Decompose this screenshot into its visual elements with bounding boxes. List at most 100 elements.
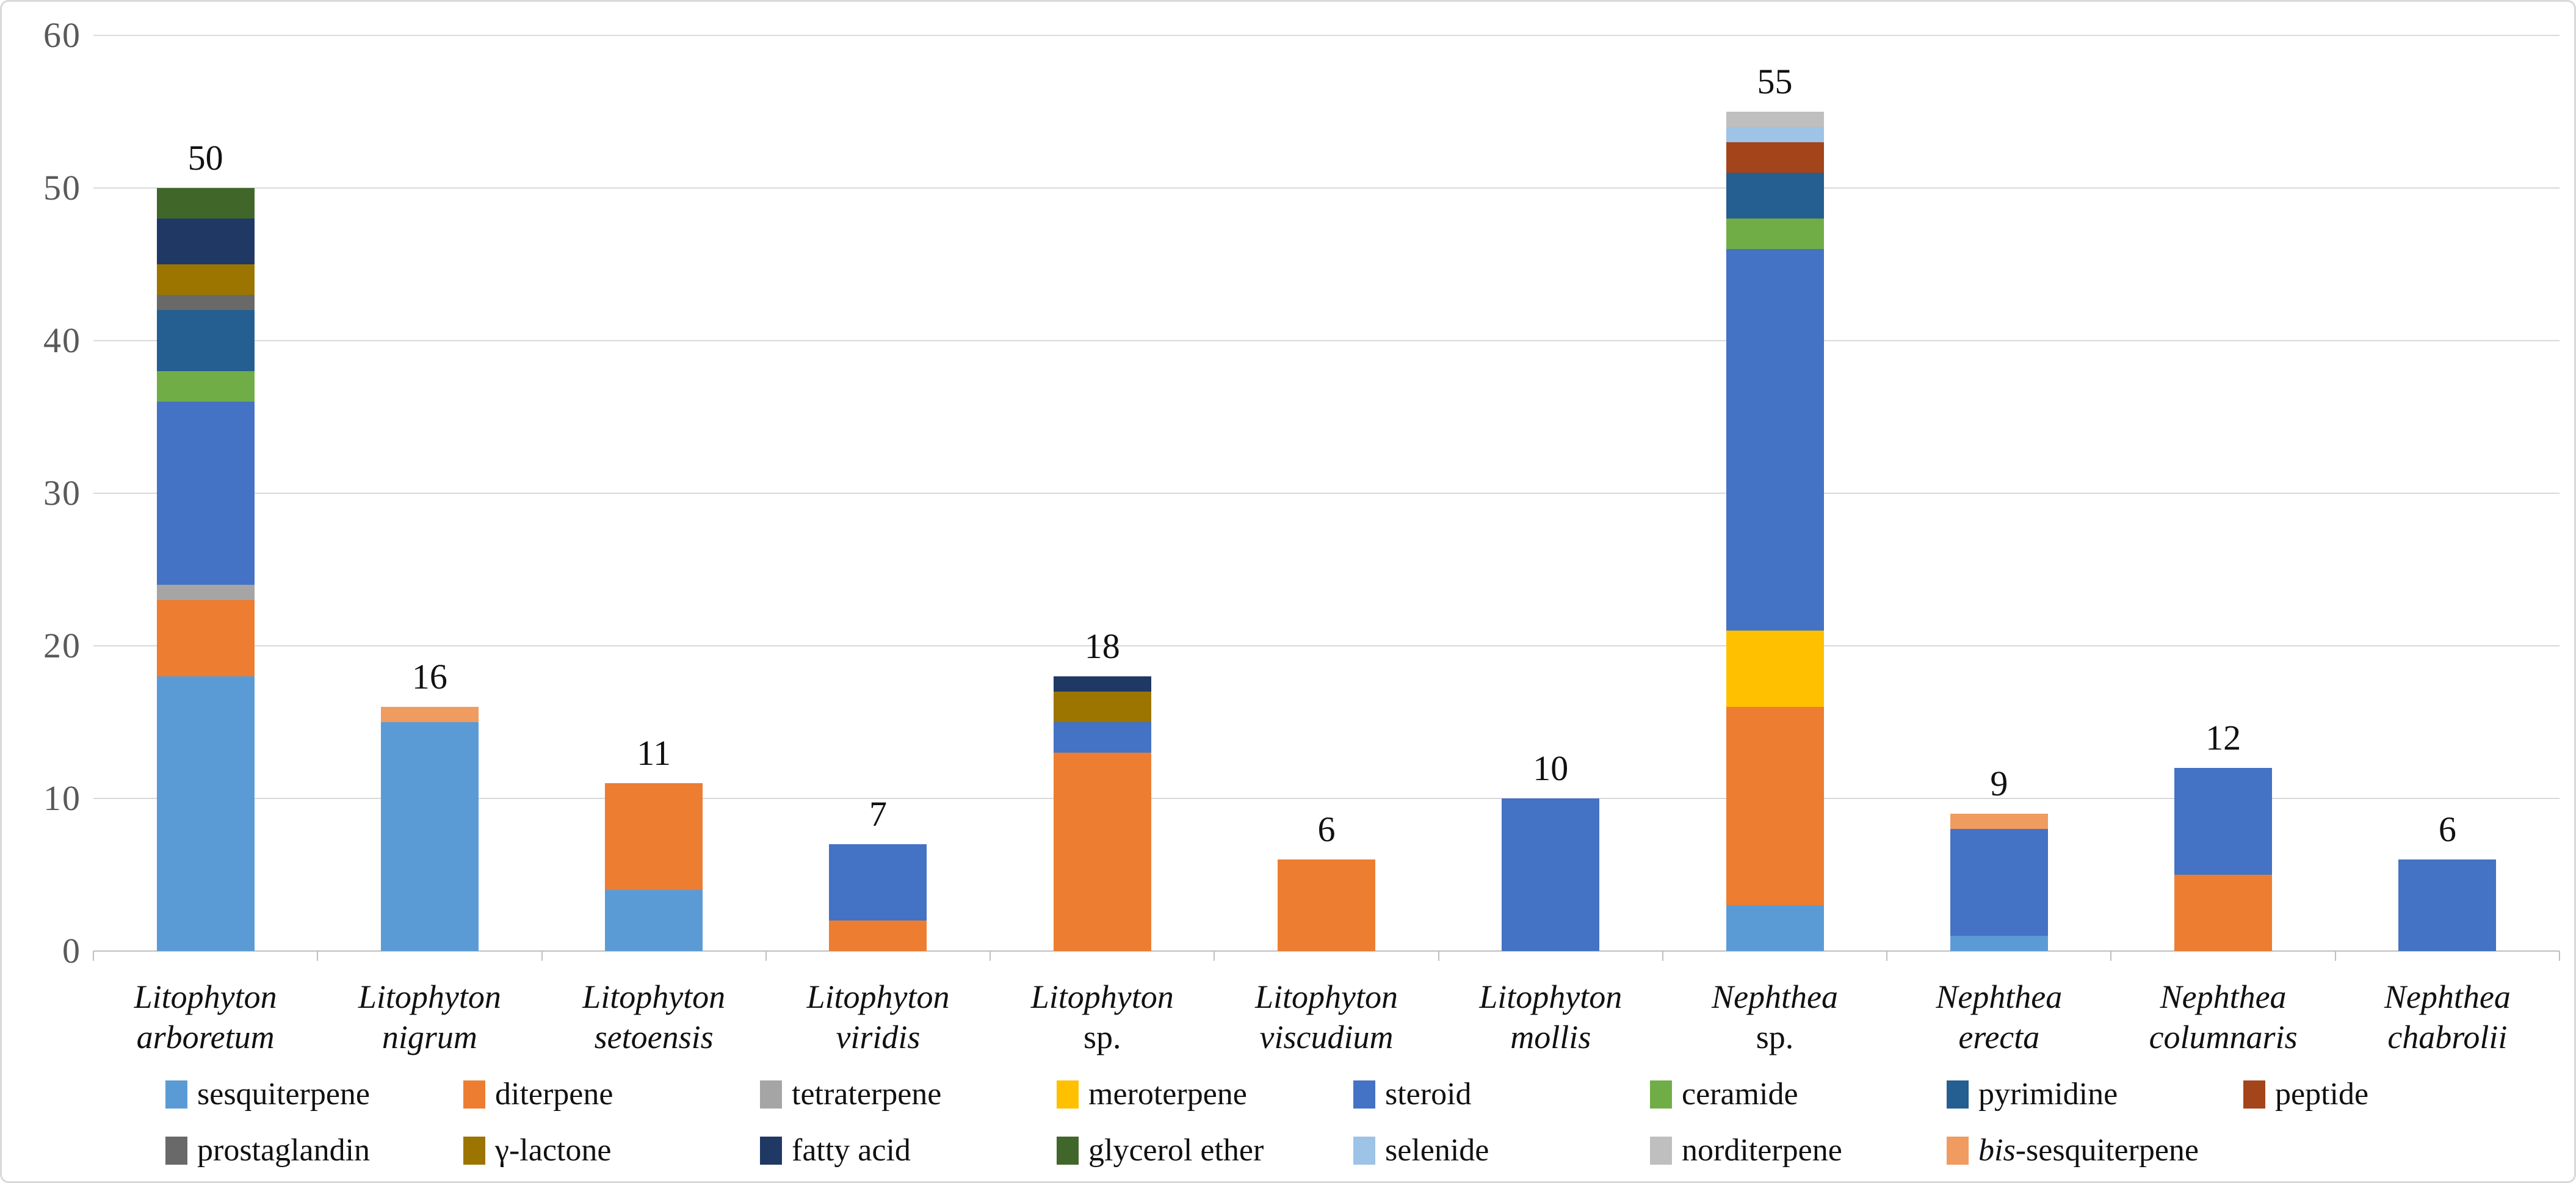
bar-total-label: 10 [1533, 748, 1569, 788]
bar-segment-diterpene [605, 783, 703, 890]
bar-segment-steroid [2398, 859, 2497, 951]
legend-label-gamma-lactone: γ-lactone [495, 1133, 612, 1168]
legend-item-meroterpene: meroterpene [1057, 1076, 1247, 1113]
legend-label-ceramide: ceramide [1682, 1077, 1798, 1112]
legend-swatch-prostaglandin [165, 1136, 187, 1165]
bar-segment-steroid [1950, 829, 2048, 936]
bar-segment-diterpene [1726, 707, 1824, 905]
legend-swatch-diterpene [463, 1080, 485, 1109]
x-axis-category-label: Litophyton viscudium [1254, 979, 1398, 1055]
bar-segment-tetraterpene [156, 585, 255, 600]
legend-item-fatty-acid: fatty acid [760, 1132, 911, 1169]
x-axis-line [93, 950, 2560, 952]
legend-swatch-ceramide [1650, 1080, 1672, 1109]
x-axis-tick [765, 951, 767, 961]
bar-total-label: 16 [411, 657, 447, 696]
legend-swatch-norditerpene [1650, 1136, 1672, 1165]
bar-segment-sesquiterpene [605, 890, 703, 951]
bar-segment-diterpene [829, 921, 927, 951]
y-tick-label-60: 60 [43, 15, 81, 55]
y-tick-label-40: 40 [43, 320, 81, 360]
x-axis-category-label: Nephthea columnaris [2149, 979, 2298, 1055]
bar-segment-gamma-lactone [156, 264, 255, 295]
x-axis-category-label: Litophyton mollis [1479, 979, 1623, 1055]
legend-label-peptide: peptide [2275, 1077, 2369, 1112]
legend-label-glycerol-ether: glycerol ether [1088, 1133, 1264, 1168]
x-axis-category-label: Litophyton setoensis [582, 979, 726, 1055]
x-axis-category-label: Nephthea chabrolii [2384, 979, 2511, 1055]
legend-item-glycerol-ether: glycerol ether [1057, 1132, 1264, 1169]
legend-label-meroterpene: meroterpene [1088, 1077, 1247, 1112]
bar-total-label: 55 [1757, 62, 1793, 101]
gridline-10 [93, 798, 2560, 799]
legend-item-prostaglandin: prostaglandin [165, 1132, 370, 1169]
y-tick-label-20: 20 [43, 626, 81, 665]
bar-segment-steroid [829, 844, 927, 921]
legend-item-pyrimidine: pyrimidine [1947, 1076, 2118, 1113]
legend-swatch-gamma-lactone [463, 1136, 485, 1165]
legend-swatch-sesquiterpene [165, 1080, 187, 1109]
bar-segment-meroterpene [1726, 631, 1824, 707]
legend-item-diterpene: diterpene [463, 1076, 613, 1113]
legend-label-tetraterpene: tetraterpene [792, 1077, 942, 1112]
y-tick-label-0: 0 [62, 931, 81, 971]
bar-segment-norditerpene [1726, 112, 1824, 127]
legend-swatch-tetraterpene [760, 1080, 782, 1109]
bar-segment-steroid [156, 402, 255, 585]
x-axis-category-label: Nephthea sp. [1712, 979, 1839, 1055]
legend-label-sesquiterpene: sesquiterpene [197, 1077, 371, 1112]
bar-segment-sesquiterpene [1726, 905, 1824, 951]
gridline-40 [93, 340, 2560, 341]
legend-swatch-bis-sesquiterpene [1947, 1136, 1969, 1165]
x-axis-category-label: Litophyton viridis [806, 979, 950, 1055]
bar-total-label: 18 [1084, 626, 1120, 666]
bar-segment-fatty-acid [1053, 676, 1151, 692]
legend-swatch-glycerol-ether [1057, 1136, 1079, 1165]
legend-label-norditerpene: norditerpene [1682, 1133, 1842, 1168]
bar-segment-ceramide [1726, 219, 1824, 249]
legend-swatch-selenide [1353, 1136, 1375, 1165]
bar-total-label: 11 [637, 733, 671, 773]
bar-segment-diterpene [2174, 875, 2273, 951]
x-axis-tick [541, 951, 543, 961]
bar-segment-diterpene [1278, 859, 1375, 951]
bar-segment-steroid [2174, 768, 2273, 875]
bar-segment-ceramide [156, 371, 255, 402]
bar-segment-pyrimidine [156, 310, 255, 371]
legend-swatch-meroterpene [1057, 1080, 1079, 1109]
bar-segment-pyrimidine [1726, 173, 1824, 219]
bar-segment-prostaglandin [156, 295, 255, 310]
x-axis-category-label: Litophyton arboretum [134, 979, 277, 1055]
x-axis-tick [2334, 951, 2336, 961]
x-axis-tick [2559, 951, 2560, 961]
legend-item-gamma-lactone: γ-lactone [463, 1132, 611, 1169]
x-axis-tick [1214, 951, 1215, 961]
y-tick-label-10: 10 [43, 778, 81, 818]
legend-item-selenide: selenide [1353, 1132, 1489, 1169]
bar-total-label: 50 [187, 138, 223, 178]
gridline-20 [93, 645, 2560, 646]
x-axis-tick [2110, 951, 2112, 961]
bar-total-label: 7 [869, 794, 887, 834]
y-tick-label-50: 50 [43, 168, 81, 208]
legend-label-selenide: selenide [1385, 1133, 1489, 1168]
legend-swatch-steroid [1353, 1080, 1375, 1109]
legend-label-pyrimidine: pyrimidine [1978, 1077, 2118, 1112]
x-axis-category-label: Litophyton sp. [1030, 979, 1174, 1055]
legend-label-steroid: steroid [1385, 1077, 1472, 1112]
x-axis-tick [317, 951, 319, 961]
legend-item-ceramide: ceramide [1650, 1076, 1798, 1113]
legend-item-bis-sesquiterpene: bis-sesquiterpene [1947, 1132, 2199, 1169]
y-tick-label-30: 30 [43, 473, 81, 513]
legend-swatch-fatty-acid [760, 1136, 782, 1165]
bar-segment-bis-sesquiterpene [380, 707, 479, 722]
x-axis-tick [1438, 951, 1439, 961]
legend-item-tetraterpene: tetraterpene [760, 1076, 941, 1113]
legend-label-prostaglandin: prostaglandin [197, 1133, 371, 1168]
legend-swatch-pyrimidine [1947, 1080, 1969, 1109]
bar-segment-sesquiterpene [380, 722, 479, 951]
gridline-60 [93, 35, 2560, 36]
gridline-50 [93, 187, 2560, 189]
bar-segment-selenide [1726, 127, 1824, 142]
